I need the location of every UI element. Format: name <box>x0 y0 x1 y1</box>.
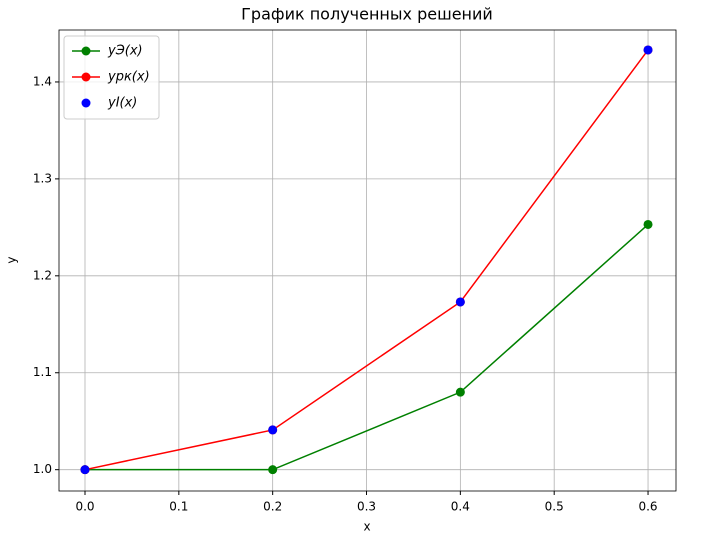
legend-text: yрк(x) <box>107 70 150 85</box>
point <box>455 387 465 397</box>
chart-title: График полученных решений <box>241 5 493 24</box>
x-tick-label: 0.0 <box>75 500 94 514</box>
point <box>80 465 90 475</box>
legend-marker <box>81 98 91 108</box>
point <box>455 297 465 307</box>
x-axis-label: x <box>363 520 370 534</box>
point <box>643 219 653 229</box>
legend: yЭ(x) yрк(x) yI(x) <box>63 35 160 120</box>
x-tick-label: 0.3 <box>357 500 376 514</box>
y-tick-label: 1.1 <box>33 365 52 379</box>
x-tick-label: 0.6 <box>638 500 657 514</box>
legend-text: yI(x) <box>107 96 137 111</box>
legend-box <box>63 35 160 120</box>
y-tick-label: 1.2 <box>33 268 52 282</box>
x-tick-label: 0.5 <box>545 500 564 514</box>
legend-marker <box>81 72 91 82</box>
point <box>268 425 278 435</box>
y-axis-label: y <box>5 256 19 263</box>
x-tick-label: 0.4 <box>451 500 470 514</box>
y-tick-label: 1.0 <box>33 462 52 476</box>
series-line <box>84 49 649 471</box>
point <box>643 45 653 55</box>
plot-frame <box>58 29 677 492</box>
y-tick-label: 1.3 <box>33 171 52 185</box>
point <box>268 465 278 475</box>
x-tick-label: 0.1 <box>169 500 188 514</box>
x-tick-label: 0.2 <box>263 500 282 514</box>
y-tick-label: 1.4 <box>33 74 52 88</box>
series-line <box>84 223 649 471</box>
legend-marker <box>81 46 91 56</box>
legend-text: yЭ(x) <box>107 44 143 59</box>
